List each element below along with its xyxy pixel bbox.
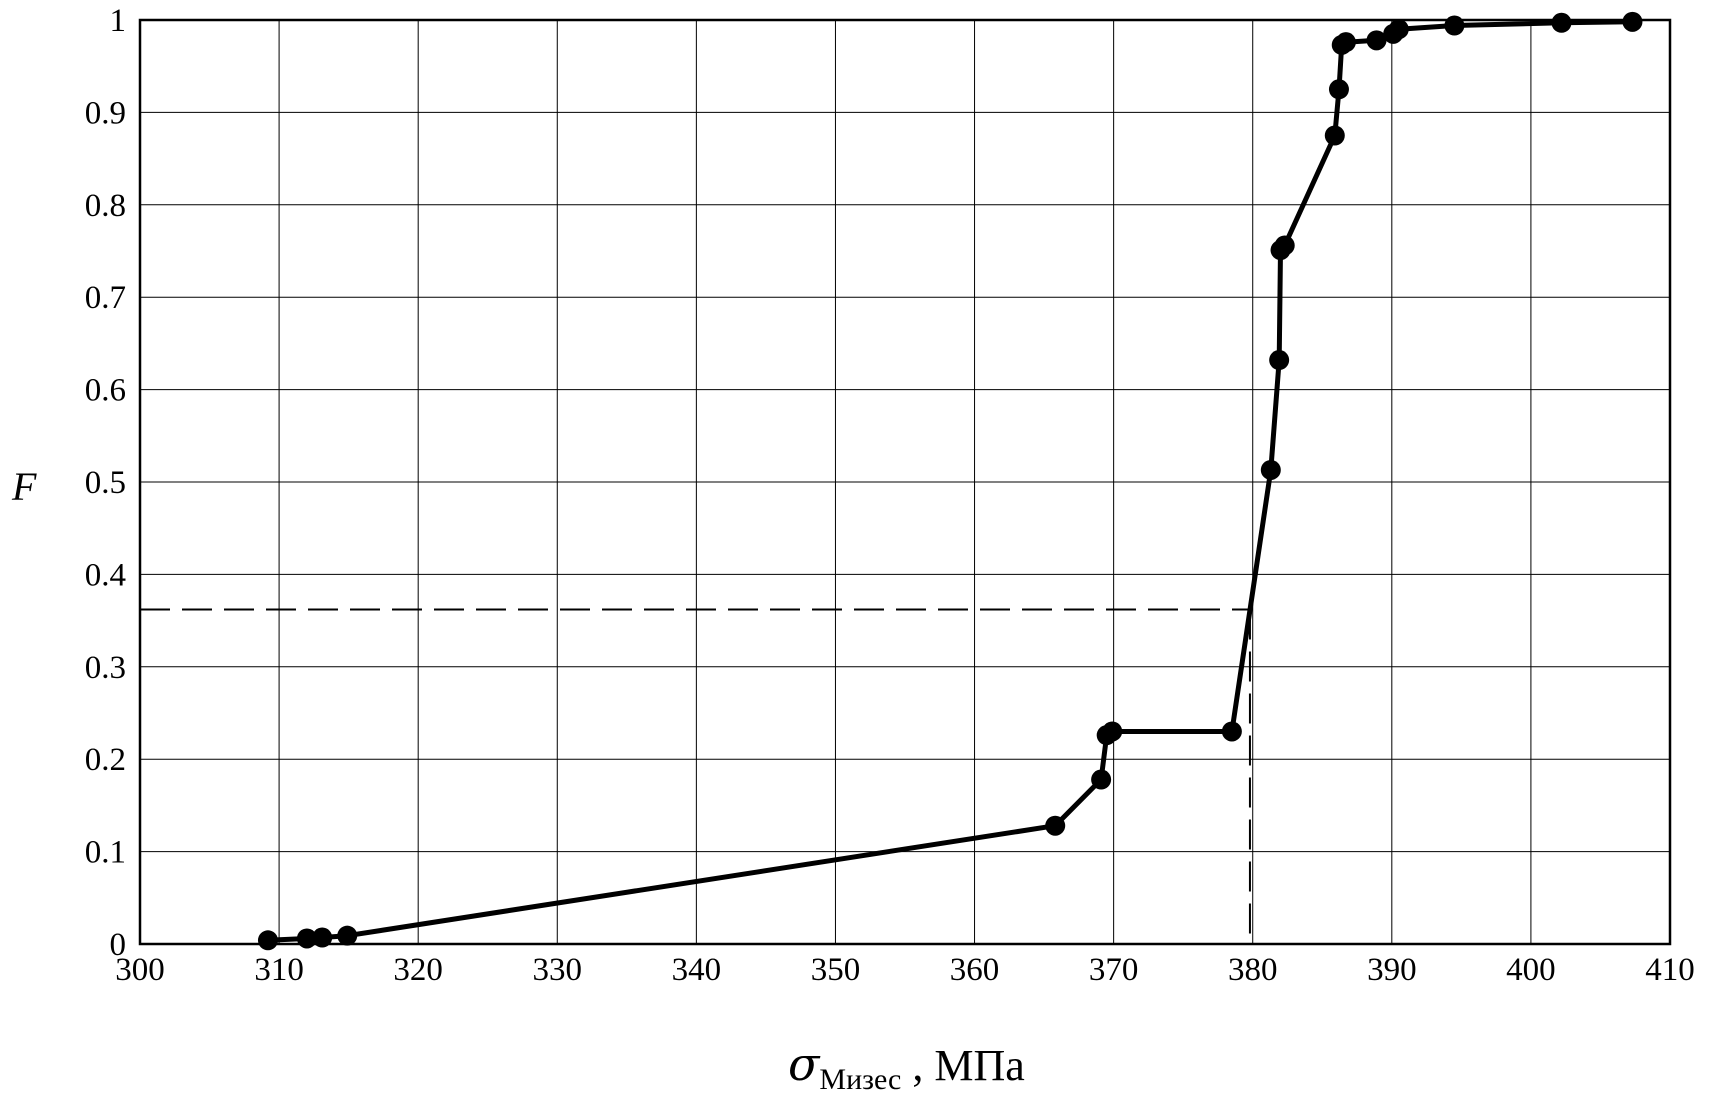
y-tick-label: 0 bbox=[110, 927, 127, 963]
y-tick-label: 0.1 bbox=[85, 835, 126, 871]
x-tick-label: 330 bbox=[533, 952, 583, 988]
data-point bbox=[1444, 15, 1465, 36]
x-tick-label: 370 bbox=[1089, 952, 1139, 988]
x-axis-label-symbol: σ bbox=[788, 1037, 821, 1091]
data-point bbox=[337, 925, 358, 946]
y-tick-label: 0.7 bbox=[85, 280, 126, 316]
x-tick-label: 380 bbox=[1228, 952, 1278, 988]
y-tick-label: 0.4 bbox=[85, 557, 126, 593]
data-point bbox=[1102, 721, 1123, 742]
x-tick-label: 360 bbox=[950, 952, 1000, 988]
y-tick-label: 1 bbox=[110, 3, 127, 39]
x-tick-label: 340 bbox=[672, 952, 722, 988]
y-tick-labels: 0 0.1 0.2 0.3 0.4 0.5 0.6 0.7 0.8 0.9 1 bbox=[85, 3, 126, 963]
data-point bbox=[1269, 350, 1290, 371]
series-line bbox=[267, 19, 1633, 943]
data-point bbox=[1274, 235, 1295, 256]
data-point bbox=[1091, 769, 1112, 790]
data-point bbox=[1260, 459, 1281, 480]
y-tick-label: 0.9 bbox=[85, 95, 126, 131]
x-tick-label: 320 bbox=[393, 952, 443, 988]
x-tick-label: 410 bbox=[1645, 952, 1695, 988]
y-tick-label: 0.6 bbox=[85, 373, 126, 409]
data-point bbox=[1045, 815, 1066, 836]
data-point bbox=[1324, 125, 1345, 146]
data-point bbox=[296, 928, 317, 949]
data-point bbox=[312, 927, 333, 948]
x-tick-label: 390 bbox=[1367, 952, 1417, 988]
x-axis-label: σМизес , МПа bbox=[788, 1037, 1025, 1096]
x-axis-label-subscript: Мизес bbox=[819, 1063, 901, 1096]
data-point bbox=[1328, 79, 1349, 100]
data-point bbox=[1221, 721, 1242, 742]
data-point bbox=[1622, 11, 1643, 32]
data-point bbox=[1366, 30, 1387, 51]
y-tick-label: 0.5 bbox=[85, 465, 126, 501]
data-point bbox=[1335, 32, 1356, 53]
x-tick-label: 350 bbox=[811, 952, 861, 988]
x-tick-labels: 300 310 320 330 340 350 360 370 380 390 400 410 bbox=[115, 952, 1695, 988]
x-tick-label: 400 bbox=[1506, 952, 1556, 988]
reference-lines bbox=[140, 608, 1251, 944]
plot-frame bbox=[138, 18, 1672, 946]
y-tick-label: 0.2 bbox=[85, 742, 126, 778]
data-point bbox=[1388, 19, 1409, 40]
y-axis-label: F bbox=[11, 464, 37, 509]
data-series bbox=[257, 11, 1643, 951]
y-tick-label: 0.8 bbox=[85, 188, 126, 224]
y-tick-label: 0.3 bbox=[85, 650, 126, 686]
data-point bbox=[257, 930, 278, 951]
grid-lines bbox=[139, 19, 1671, 945]
x-tick-label: 300 bbox=[115, 952, 165, 988]
x-tick-label: 310 bbox=[254, 952, 304, 988]
x-axis-label-unit: , МПа bbox=[901, 1041, 1024, 1090]
data-point bbox=[1551, 12, 1572, 33]
